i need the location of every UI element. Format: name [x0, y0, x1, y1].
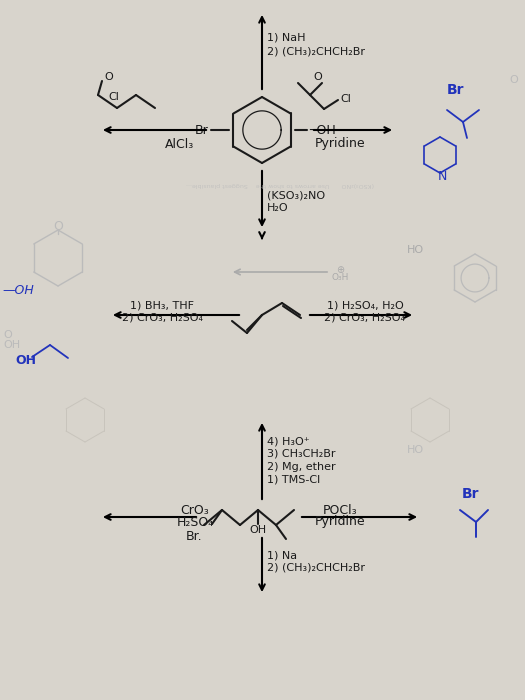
- Text: 1) TMS-Cl: 1) TMS-Cl: [267, 475, 320, 485]
- Text: 3) CH₃CH₂Br: 3) CH₃CH₂Br: [267, 449, 335, 459]
- Text: 2) (CH₃)₂CHCH₂Br: 2) (CH₃)₂CHCH₂Br: [267, 47, 365, 57]
- Text: 2) CrO₃, H₂SO₄: 2) CrO₃, H₂SO₄: [324, 313, 405, 323]
- Text: O: O: [509, 75, 518, 85]
- Text: 4) H₃O⁺: 4) H₃O⁺: [267, 436, 310, 446]
- Text: Pyridine: Pyridine: [314, 515, 365, 528]
- Text: Br: Br: [446, 83, 464, 97]
- Text: O: O: [53, 220, 63, 232]
- Text: 1) H₂SO₄, H₂O: 1) H₂SO₄, H₂O: [327, 300, 403, 310]
- Text: OH: OH: [249, 525, 267, 535]
- Text: Pyridine: Pyridine: [314, 137, 365, 150]
- Text: H₂O: H₂O: [267, 203, 289, 213]
- Text: 2) CrO₃, H₂SO₄: 2) CrO₃, H₂SO₄: [121, 313, 203, 323]
- Text: Cl: Cl: [340, 94, 351, 104]
- Text: Cl: Cl: [108, 92, 119, 102]
- Text: ⊕: ⊕: [336, 265, 344, 275]
- Text: O₃H: O₃H: [331, 274, 349, 283]
- Text: O: O: [313, 72, 322, 82]
- Text: OH: OH: [3, 340, 20, 350]
- Text: N: N: [437, 169, 447, 183]
- Text: Br.: Br.: [185, 531, 202, 543]
- Text: O: O: [104, 72, 113, 82]
- Text: HO: HO: [406, 245, 424, 255]
- Text: 1) Na: 1) Na: [267, 550, 297, 560]
- Text: 1) BH₃, THF: 1) BH₃, THF: [130, 300, 194, 310]
- Text: (KSO₃)₂NO: (KSO₃)₂NO: [267, 190, 325, 200]
- Text: Br: Br: [195, 123, 209, 136]
- Text: HO: HO: [406, 445, 424, 455]
- Text: H₂SO₄: H₂SO₄: [176, 515, 214, 528]
- Text: (KSO₃)₂NO      Use arrows to show the    Suggest plausible...: (KSO₃)₂NO Use arrows to show the Suggest…: [186, 183, 374, 188]
- Text: O: O: [3, 330, 12, 340]
- Text: —OH: —OH: [2, 284, 34, 297]
- Text: 1) NaH: 1) NaH: [267, 33, 306, 43]
- Text: ─OH: ─OH: [309, 123, 336, 136]
- Text: OH: OH: [15, 354, 36, 367]
- Text: 2) (CH₃)₂CHCH₂Br: 2) (CH₃)₂CHCH₂Br: [267, 563, 365, 573]
- Text: POCl₃: POCl₃: [323, 503, 358, 517]
- Text: AlCl₃: AlCl₃: [165, 137, 195, 150]
- Text: CrO₃: CrO₃: [181, 503, 209, 517]
- Text: 2) Mg, ether: 2) Mg, ether: [267, 462, 335, 472]
- Text: Br: Br: [462, 487, 479, 501]
